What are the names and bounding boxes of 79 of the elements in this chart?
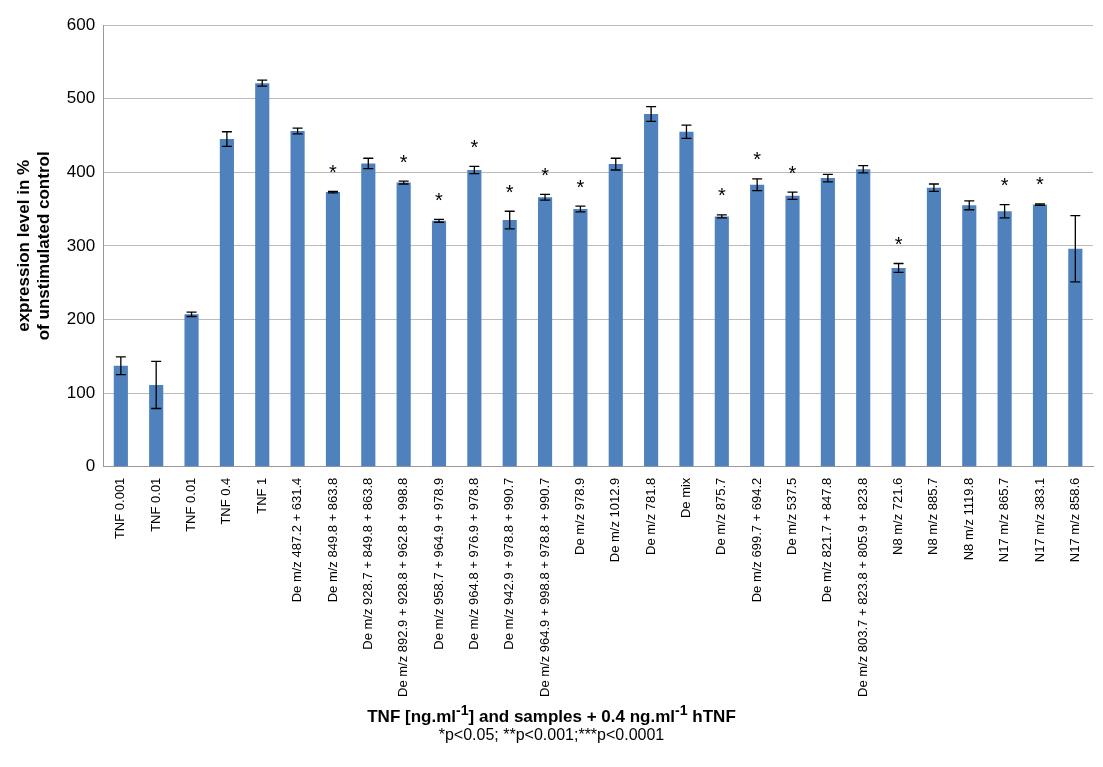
- annotation: *: [788, 161, 797, 184]
- bar: [255, 83, 270, 467]
- x-tick-label: De m/z 942.9 + 978.8 + 990.7: [501, 477, 517, 650]
- x-tick-label: TNF 1: [253, 477, 269, 514]
- x-tick-label: De m/z 781.8: [642, 477, 658, 555]
- bar: [219, 139, 234, 467]
- x-tick-label: N8 m/z 1119.8: [960, 477, 976, 561]
- bar: [502, 220, 517, 467]
- x-tick-label: De m/z 978.9: [571, 477, 587, 555]
- x-tick-label: TNF 0.01: [183, 477, 199, 532]
- bar: [325, 192, 341, 467]
- text: *p<0.05; **p<0.001;***p<0.0001: [437, 726, 666, 744]
- bar: [396, 182, 411, 467]
- bar: [149, 384, 164, 467]
- x-tick-label: De m/z 1012.9: [607, 477, 623, 563]
- bar: [962, 205, 977, 467]
- x-tick-label: N17 m/z 858.6: [1066, 477, 1082, 563]
- annotation: *: [717, 184, 726, 207]
- x-tick-label: TNF 0.4: [218, 477, 234, 525]
- x-tick-label: De m/z 892.9 + 928.8 + 962.8 + 998.8: [395, 477, 411, 697]
- y-axis-title: expression level in % of unstimulated control: [13, 151, 54, 341]
- bar: [820, 178, 835, 467]
- bar: [537, 197, 553, 467]
- annotation: *: [894, 233, 903, 255]
- bar: [785, 195, 800, 467]
- x-tick-label: De m/z 699.7 + 694.2: [748, 477, 764, 603]
- x-tick-label: De m/z 849.8 + 863.8: [324, 477, 340, 603]
- x-tick-label: N17 m/z 865.7: [996, 477, 1012, 563]
- x-tick-label: De m/z 821.7 + 847.8: [819, 477, 835, 603]
- bar: [1068, 248, 1083, 467]
- bar: [608, 164, 623, 467]
- annotation: *: [1000, 174, 1009, 197]
- annotation: *: [329, 160, 338, 183]
- bar: [750, 184, 765, 467]
- x-tick-label: De m/z 928.7 + 849.8 + 863.8: [359, 477, 375, 650]
- y-tick-label: 200: [66, 309, 96, 329]
- x-tick-label: De m/z 964.9 + 998.8 + 978.8 + 990.7: [536, 477, 552, 697]
- bar: [431, 220, 447, 467]
- annotation: *: [505, 180, 514, 203]
- annotation: *: [435, 188, 444, 211]
- x-tick-label: De m/z 487.2 + 631.4: [289, 477, 305, 603]
- y-tick-label: 100: [66, 382, 96, 402]
- bar: [644, 114, 659, 467]
- x-axis-title: TNF [ng.ml$^{-1}$] and samples + 0.4 ng.ml$^{-1}$ hTNF: [366, 702, 737, 727]
- bar: [290, 131, 305, 467]
- y-tick-label: 500: [66, 88, 96, 108]
- x-tick-label: N8 m/z 885.7: [925, 477, 941, 555]
- x-tick-label: De m/z 964.8 + 976.9 + 978.8: [465, 477, 481, 650]
- bar: [467, 170, 482, 467]
- x-tick-label: De m/z 803.7 + 823.8 + 805.9 + 823.8: [854, 477, 870, 697]
- annotation: *: [753, 148, 762, 171]
- annotation: *: [399, 150, 408, 173]
- x-tick-label: De mix: [678, 477, 694, 519]
- y-tick-label: 300: [66, 235, 96, 255]
- x-tick-label: N17 m/z 383.1: [1031, 477, 1047, 563]
- bar: [361, 163, 376, 467]
- bar: [184, 314, 199, 467]
- bar: [891, 267, 906, 467]
- bar: [113, 365, 128, 467]
- bar: [997, 211, 1012, 467]
- bar: [573, 209, 588, 467]
- bar: [714, 216, 729, 467]
- annotation: *: [1036, 173, 1045, 196]
- bar: [1032, 204, 1048, 467]
- y-tick-label: 600: [66, 14, 96, 34]
- bar: [679, 131, 694, 467]
- x-tick-label: De m/z 537.5: [784, 477, 800, 555]
- x-tick-label: TNF 0.001: [112, 477, 128, 540]
- bar: [926, 187, 941, 467]
- x-tick-label: De m/z 958.7 + 964.9 + 978.9: [430, 477, 446, 650]
- y-tick-label: 0: [85, 456, 96, 476]
- y-tick-label: 400: [66, 161, 96, 181]
- x-tick-label: TNF 0.01: [147, 477, 163, 532]
- bar: [856, 169, 871, 467]
- x-tick-label: N8 m/z 721.6: [890, 477, 906, 555]
- annotation: *: [576, 175, 585, 198]
- annotation: *: [470, 135, 479, 158]
- annotation: *: [541, 163, 550, 186]
- x-tick-label: De m/z 875.7: [713, 477, 729, 555]
